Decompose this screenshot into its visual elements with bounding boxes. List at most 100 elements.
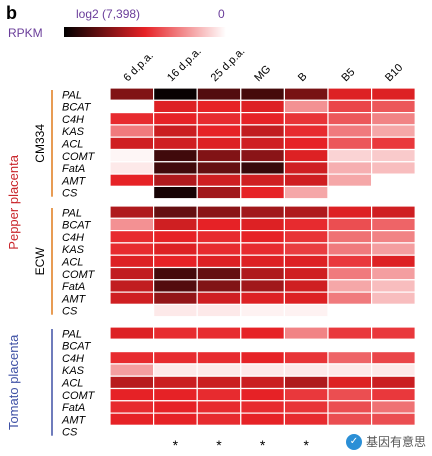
heatmap-cell: [240, 303, 286, 318]
heatmap-cell: [371, 205, 416, 219]
gene-label: KAS: [62, 244, 85, 256]
heatmap-cell: [196, 124, 242, 138]
heatmap-cell: [109, 400, 155, 414]
gene-label: C4H: [62, 353, 84, 365]
gene-label: COMT: [62, 151, 96, 163]
heatmap-cell: [327, 375, 373, 390]
heatmap-cell: [196, 351, 242, 365]
significance-marker: *: [216, 437, 222, 453]
heatmap-cell: [371, 254, 416, 269]
heatmap-cell: [283, 185, 329, 200]
colorbar-max-label: 0: [218, 7, 225, 21]
heatmap-cell: [371, 412, 416, 427]
column-header: MG: [252, 63, 273, 84]
heatmap-cell: [371, 185, 416, 200]
heatmap-cell: [109, 124, 155, 138]
heatmap-cell: [371, 242, 416, 256]
heatmap-cell: [196, 87, 242, 101]
column-header: B5: [339, 66, 357, 84]
colorbar: [64, 27, 226, 37]
heatmap-cell: [371, 266, 416, 281]
heatmap-cell: [153, 99, 198, 114]
heatmap-cell: [153, 242, 198, 256]
heatmap-cell: [283, 400, 329, 414]
row-labels: PALBCATC4HKASACLCOMTFatAAMTCSPALBCATC4HK…: [61, 89, 96, 438]
heatmap-cell: [109, 230, 155, 244]
heatmap-cell: [283, 291, 329, 306]
heatmap-cell: [283, 338, 329, 353]
column-header: 6 d.p.a.: [121, 50, 155, 84]
heatmap-cell: [153, 205, 198, 219]
heatmap-cell: [196, 375, 242, 390]
heatmap-cell: [196, 111, 242, 126]
heatmap-cell: [283, 205, 329, 219]
heatmap-cell: [240, 242, 286, 256]
heatmap-cell: [283, 230, 329, 244]
heatmap-cell: [153, 338, 198, 353]
heatmap-cell: [371, 173, 416, 188]
heatmap-cell: [109, 136, 155, 151]
heatmap-cell: [327, 412, 373, 427]
heatmap-cell: [196, 230, 242, 244]
column-header: B: [296, 70, 310, 84]
gene-label: CS: [62, 188, 78, 200]
heatmap-cell: [196, 242, 242, 256]
heatmap-cell: [196, 173, 242, 188]
heatmap-cell: [196, 338, 242, 353]
heatmap-cell: [327, 136, 373, 151]
heatmap-cell: [327, 400, 373, 414]
gene-label: KAS: [62, 365, 85, 377]
heatmap-cell: [196, 424, 242, 439]
heatmap-cell: [371, 136, 416, 151]
heatmap-cell: [327, 230, 373, 244]
heatmap-cell: [283, 326, 329, 340]
heatmap-cell: [240, 387, 286, 402]
heatmap-cell: [153, 185, 198, 200]
colorbar-title: RPKM: [8, 26, 43, 40]
heatmap-cell: [196, 99, 242, 114]
heatmap-cell: [240, 185, 286, 200]
gene-label: BCAT: [62, 341, 92, 353]
heatmap-cell: [327, 161, 373, 175]
watermark: ✓ 基因有意思: [345, 433, 426, 450]
heatmap-cell: [196, 291, 242, 306]
heatmap-cell: [240, 161, 286, 175]
heatmap-cell: [240, 338, 286, 353]
heatmap-cell: [283, 266, 329, 281]
heatmap-cell: [109, 254, 155, 269]
heatmap-cell: [371, 326, 416, 340]
heatmap-cell: [109, 217, 155, 232]
heatmap-cell: [196, 217, 242, 232]
heatmap-cell: [371, 424, 416, 439]
heatmap-cell: [283, 148, 329, 163]
heatmap-cell: [196, 205, 242, 219]
column-header: B10: [383, 62, 405, 84]
heatmap-cell: [371, 111, 416, 126]
accession-label: CM334: [33, 124, 47, 163]
heatmap-cell: [283, 161, 329, 175]
heatmap-cell: [196, 387, 242, 402]
heatmap-cell: [109, 303, 155, 318]
heatmap-cell: [240, 326, 286, 340]
heatmap-cell: [327, 338, 373, 353]
heatmap-cell: [109, 351, 155, 365]
heatmap-cell: [371, 161, 416, 175]
heatmap-cell: [240, 291, 286, 306]
panel-label: b: [6, 3, 17, 23]
heatmap-blocks: [109, 87, 416, 439]
heatmap-cell: [240, 412, 286, 427]
heatmap-cell: [109, 87, 155, 101]
heatmap-cell: [371, 230, 416, 244]
heatmap-cell: [240, 173, 286, 188]
gene-label: COMT: [62, 390, 96, 402]
heatmap-cell: [327, 111, 373, 126]
heatmap-cell: [109, 173, 155, 188]
gene-label: AMT: [61, 414, 87, 426]
gene-label: FatA: [62, 163, 85, 175]
heatmap-cell: [109, 338, 155, 353]
gene-label: KAS: [62, 126, 85, 138]
heatmap-cell: [153, 136, 198, 151]
heatmap-cell: [327, 303, 373, 318]
heatmap-cell: [283, 279, 329, 293]
